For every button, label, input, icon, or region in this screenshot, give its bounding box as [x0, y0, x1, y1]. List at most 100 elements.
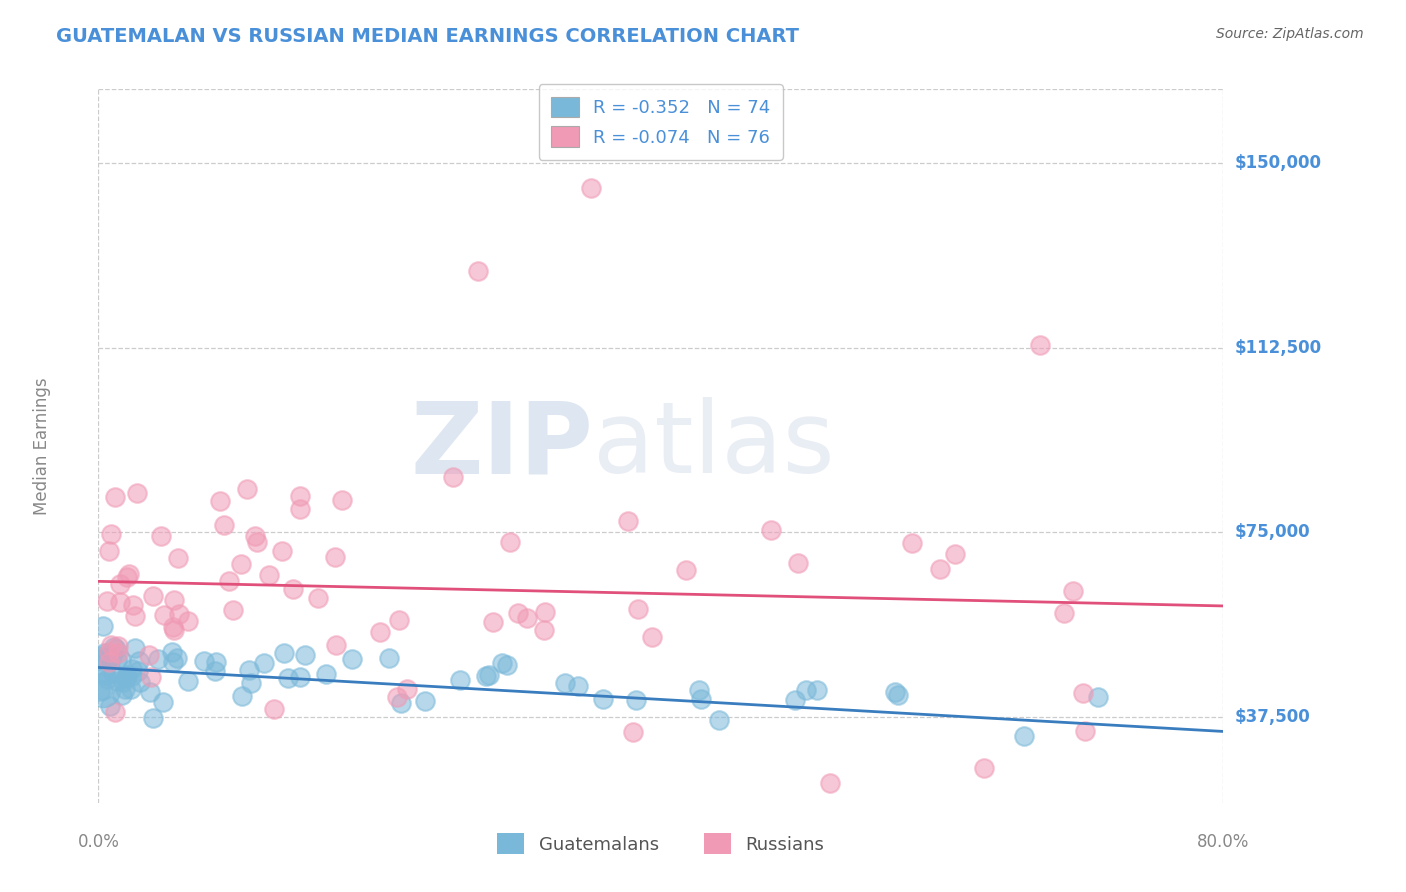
Point [138, 685, 160, 699]
Text: $112,500: $112,500 [1234, 339, 1322, 357]
Point [499, 534, 522, 549]
Point [592, 691, 614, 706]
Point [273, 646, 295, 660]
Point [162, 620, 184, 634]
Point [794, 682, 817, 697]
Point [1087, 690, 1109, 704]
Point [315, 666, 337, 681]
Point [689, 691, 711, 706]
Point [107, 646, 129, 660]
Point [496, 657, 519, 672]
Point [91, 650, 114, 665]
Point [554, 676, 576, 690]
Point [475, 669, 498, 683]
Point [516, 611, 538, 625]
Text: Source: ZipAtlas.com: Source: ZipAtlas.com [1216, 27, 1364, 41]
Text: atlas: atlas [593, 398, 835, 494]
Text: GUATEMALAN VS RUSSIAN MEDIAN EARNINGS CORRELATION CHART: GUATEMALAN VS RUSSIAN MEDIAN EARNINGS CO… [56, 27, 799, 45]
Point [290, 669, 312, 683]
Point [121, 661, 143, 675]
Point [395, 681, 418, 696]
Text: $75,000: $75,000 [1234, 523, 1310, 541]
Point [624, 693, 647, 707]
Point [478, 668, 501, 682]
Point [236, 483, 259, 497]
Point [1029, 338, 1052, 352]
Point [253, 656, 276, 670]
Point [177, 673, 200, 688]
Point [887, 688, 910, 702]
Point [204, 664, 226, 678]
Point [330, 493, 353, 508]
Point [900, 536, 922, 550]
Point [294, 648, 316, 663]
Point [246, 534, 269, 549]
Point [567, 679, 589, 693]
Point [806, 683, 828, 698]
Point [103, 666, 125, 681]
Point [263, 702, 285, 716]
Point [107, 639, 129, 653]
Point [146, 651, 169, 665]
Point [368, 625, 391, 640]
Point [389, 697, 412, 711]
Point [240, 676, 263, 690]
Point [115, 671, 138, 685]
Point [94, 667, 117, 681]
Point [707, 713, 730, 727]
Point [142, 711, 165, 725]
Point [124, 609, 146, 624]
Point [325, 638, 347, 652]
Point [163, 593, 186, 607]
Point [884, 684, 907, 698]
Point [627, 601, 650, 615]
Point [89, 653, 111, 667]
Point [128, 674, 150, 689]
Point [167, 550, 190, 565]
Point [229, 557, 252, 571]
Point [103, 640, 125, 655]
Point [91, 682, 114, 697]
Point [1071, 686, 1094, 700]
Point [973, 761, 995, 775]
Point [153, 607, 176, 622]
Point [943, 547, 966, 561]
Point [387, 690, 409, 705]
Point [166, 651, 188, 665]
Point [139, 670, 162, 684]
Point [138, 648, 160, 662]
Point [221, 603, 243, 617]
Point [214, 518, 236, 533]
Text: ZIP: ZIP [411, 398, 593, 494]
Point [115, 670, 138, 684]
Point [98, 543, 121, 558]
Point [759, 523, 782, 537]
Point [162, 655, 184, 669]
Point [162, 623, 184, 637]
Point [1074, 723, 1097, 738]
Point [288, 502, 311, 516]
Point [117, 570, 139, 584]
Point [149, 529, 172, 543]
Point [96, 594, 118, 608]
Point [127, 665, 149, 679]
Point [928, 561, 950, 575]
Point [441, 470, 464, 484]
Point [96, 672, 118, 686]
Point [98, 699, 121, 714]
Point [97, 645, 120, 659]
Point [193, 655, 215, 669]
Point [121, 669, 143, 683]
Point [281, 582, 304, 596]
Point [641, 630, 664, 644]
Legend: Guatemalans, Russians: Guatemalans, Russians [491, 826, 831, 862]
Point [104, 641, 127, 656]
Point [205, 655, 228, 669]
Point [467, 264, 489, 278]
Point [533, 623, 555, 637]
Point [413, 693, 436, 707]
Point [110, 653, 132, 667]
Point [491, 656, 513, 670]
Point [818, 776, 841, 790]
Point [118, 567, 141, 582]
